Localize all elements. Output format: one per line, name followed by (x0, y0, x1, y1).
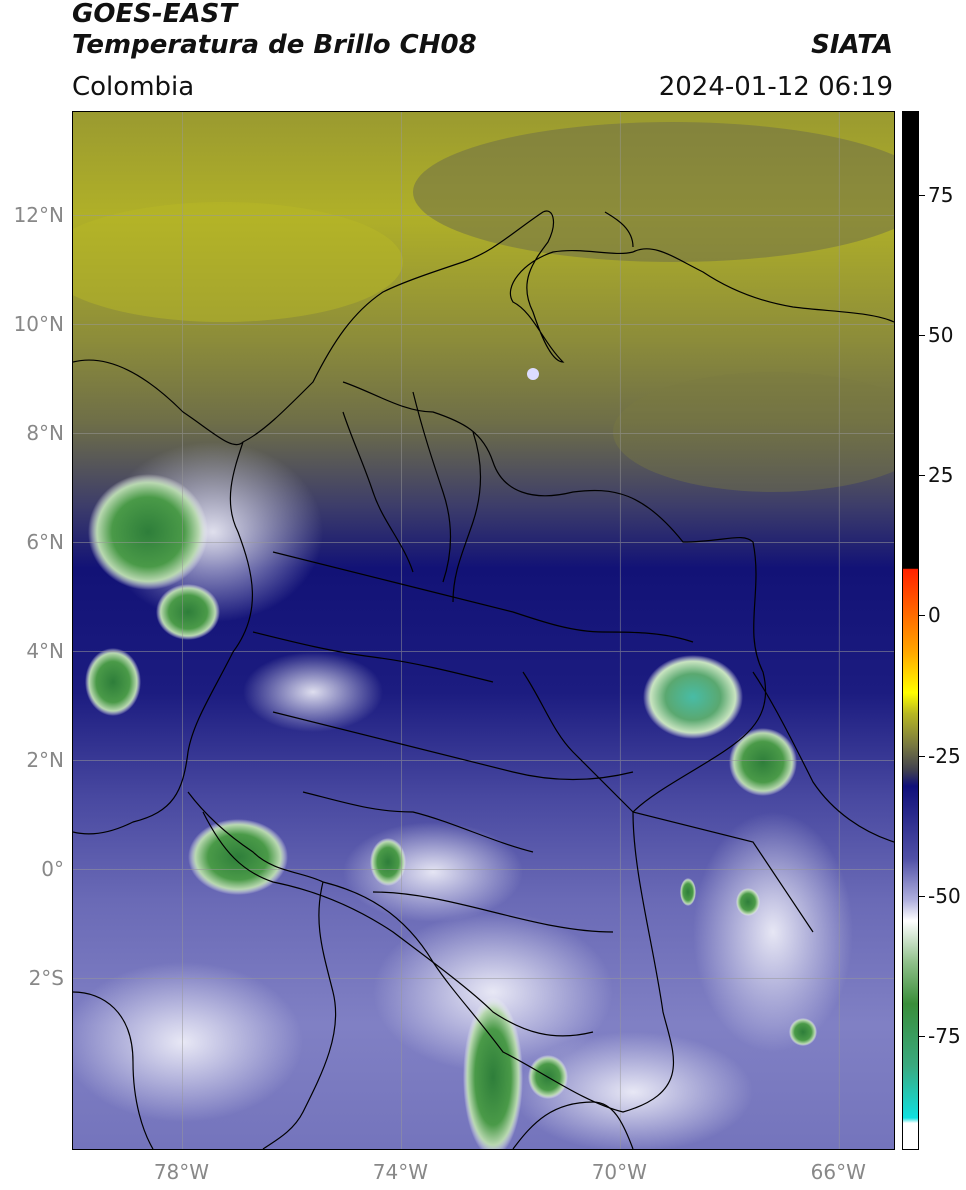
colorbar-tick-mark (919, 1035, 925, 1037)
map-canvas (73, 112, 894, 1149)
lat-tick-label: 4°N (26, 638, 64, 663)
colorbar-tick-label: 0 (928, 603, 941, 628)
lat-tick-label: 2°N (26, 747, 64, 772)
lat-tick-label: 0° (41, 856, 64, 881)
lon-tick-label: 70°W (591, 1160, 647, 1184)
satellite-map (72, 111, 895, 1150)
lon-tick-label: 74°W (372, 1160, 428, 1184)
timestamp-label: 2024-01-12 06:19 (658, 72, 893, 102)
colorbar-tick-mark (919, 895, 925, 897)
colorbar-tick-mark (919, 475, 925, 477)
colorbar-tick-label: 50 (928, 323, 954, 348)
colorbar-tick-label: -75 (928, 1023, 961, 1048)
colorbar-tick-mark (919, 755, 925, 757)
product-title: Temperatura de Brillo CH08 (72, 30, 477, 60)
colorbar-gradient (903, 112, 918, 1149)
convective-cells (85, 368, 817, 1149)
satellite-title: GOES-EAST (72, 0, 238, 29)
colorbar-tick-label: -50 (928, 883, 961, 908)
lon-tick-label: 66°W (810, 1160, 866, 1184)
colorbar-tick-mark (919, 615, 925, 617)
colorbar (902, 111, 919, 1150)
lon-tick-label: 78°W (153, 1160, 210, 1184)
colorbar-tick-label: 25 (928, 463, 954, 488)
lat-tick-label: 12°N (13, 202, 64, 227)
country-borders (73, 210, 894, 1149)
colorbar-tick-label: 75 (928, 183, 954, 208)
graticule (73, 112, 894, 1149)
brand-label: SIATA (811, 30, 893, 60)
lat-tick-label: 2°S (28, 965, 64, 990)
lat-tick-label: 6°N (26, 529, 64, 554)
colorbar-tick-mark (919, 335, 925, 337)
colorbar-tick-label: -25 (928, 743, 961, 768)
colorbar-tick-mark (919, 195, 925, 197)
region-label: Colombia (72, 72, 195, 102)
lat-tick-label: 8°N (26, 420, 64, 445)
lat-tick-label: 10°N (13, 311, 64, 336)
